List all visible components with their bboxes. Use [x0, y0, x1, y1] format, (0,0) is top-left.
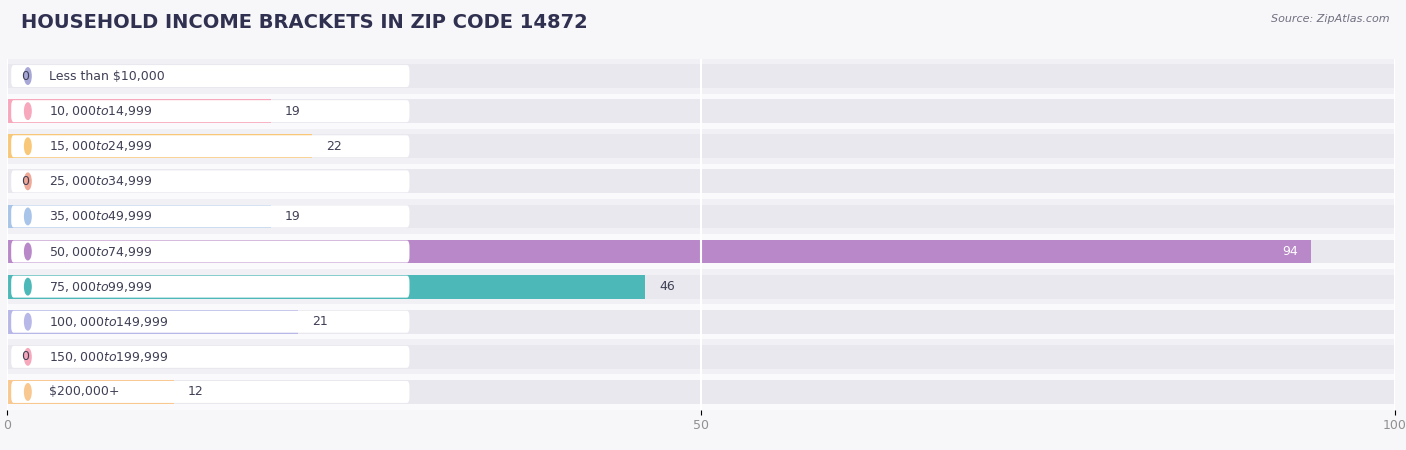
Text: $75,000 to $99,999: $75,000 to $99,999 — [49, 279, 152, 294]
Circle shape — [24, 384, 31, 400]
Text: $25,000 to $34,999: $25,000 to $34,999 — [49, 174, 152, 189]
Text: 12: 12 — [187, 386, 204, 398]
Bar — [7, 99, 1395, 123]
Bar — [7, 169, 1395, 194]
Bar — [7, 304, 1395, 339]
Text: 0: 0 — [21, 70, 30, 82]
Bar — [7, 64, 1395, 88]
Bar — [7, 129, 1395, 164]
Text: 22: 22 — [326, 140, 342, 153]
Circle shape — [24, 173, 31, 189]
Circle shape — [24, 208, 31, 225]
Text: 0: 0 — [21, 175, 30, 188]
Circle shape — [24, 103, 31, 119]
Text: 19: 19 — [284, 105, 301, 117]
Bar — [7, 380, 173, 404]
Text: 0: 0 — [21, 351, 30, 363]
Bar — [7, 374, 1395, 410]
Bar — [7, 199, 1395, 234]
Text: $50,000 to $74,999: $50,000 to $74,999 — [49, 244, 152, 259]
FancyBboxPatch shape — [11, 241, 409, 262]
Text: $10,000 to $14,999: $10,000 to $14,999 — [49, 104, 152, 118]
Text: 94: 94 — [1282, 245, 1298, 258]
Bar — [7, 164, 1395, 199]
Text: 21: 21 — [312, 315, 328, 328]
Bar — [7, 99, 271, 123]
FancyBboxPatch shape — [11, 171, 409, 192]
FancyBboxPatch shape — [11, 381, 409, 403]
FancyBboxPatch shape — [11, 276, 409, 297]
Bar — [7, 134, 1395, 158]
Bar — [7, 339, 1395, 374]
FancyBboxPatch shape — [11, 135, 409, 157]
Text: $150,000 to $199,999: $150,000 to $199,999 — [49, 350, 169, 364]
Bar — [7, 274, 1395, 299]
Circle shape — [24, 243, 31, 260]
Circle shape — [24, 349, 31, 365]
Bar — [7, 234, 1395, 269]
Text: $35,000 to $49,999: $35,000 to $49,999 — [49, 209, 152, 224]
Bar — [7, 204, 1395, 229]
Bar — [7, 269, 1395, 304]
Text: $15,000 to $24,999: $15,000 to $24,999 — [49, 139, 152, 153]
Bar — [7, 310, 1395, 334]
Bar — [7, 380, 1395, 404]
Text: 46: 46 — [659, 280, 675, 293]
Text: 19: 19 — [284, 210, 301, 223]
FancyBboxPatch shape — [11, 65, 409, 87]
Bar — [7, 310, 298, 334]
Bar — [7, 274, 645, 299]
FancyBboxPatch shape — [11, 100, 409, 122]
Circle shape — [24, 279, 31, 295]
Bar — [7, 239, 1312, 264]
Circle shape — [24, 138, 31, 154]
Circle shape — [24, 314, 31, 330]
Text: Less than $10,000: Less than $10,000 — [49, 70, 165, 82]
FancyBboxPatch shape — [11, 346, 409, 368]
Bar — [7, 239, 1395, 264]
Text: HOUSEHOLD INCOME BRACKETS IN ZIP CODE 14872: HOUSEHOLD INCOME BRACKETS IN ZIP CODE 14… — [21, 14, 588, 32]
Bar — [7, 345, 1395, 369]
FancyBboxPatch shape — [11, 206, 409, 227]
Text: Source: ZipAtlas.com: Source: ZipAtlas.com — [1271, 14, 1389, 23]
Text: $200,000+: $200,000+ — [49, 386, 120, 398]
Bar — [7, 94, 1395, 129]
Bar — [7, 204, 271, 229]
Bar — [7, 134, 312, 158]
Circle shape — [24, 68, 31, 84]
FancyBboxPatch shape — [11, 311, 409, 333]
Bar — [7, 58, 1395, 94]
Text: $100,000 to $149,999: $100,000 to $149,999 — [49, 315, 169, 329]
